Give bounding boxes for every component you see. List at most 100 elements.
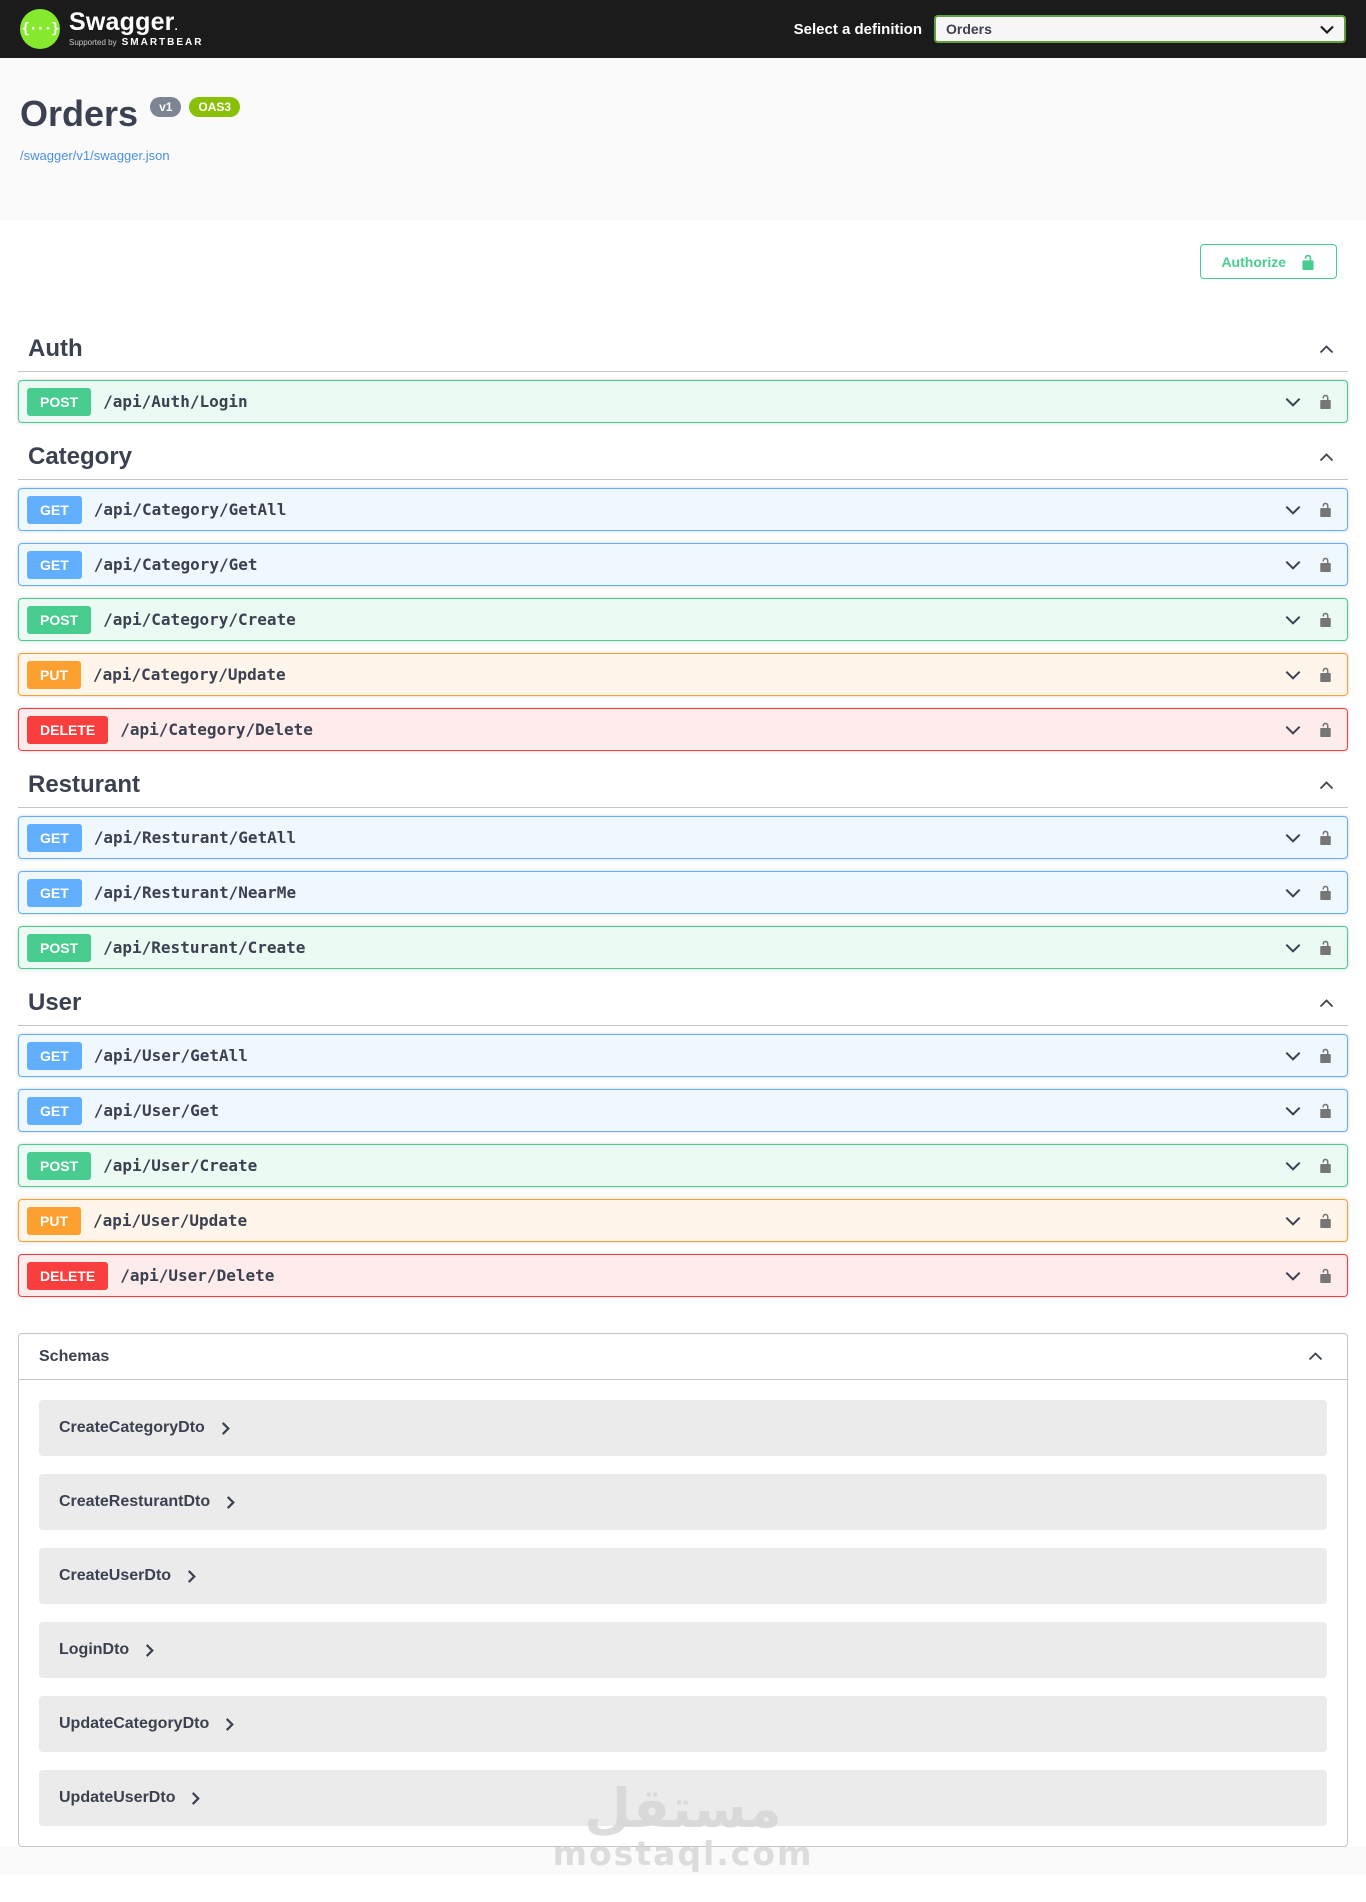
chevron-down-icon[interactable] — [1285, 943, 1301, 953]
unlock-icon[interactable] — [1318, 1048, 1333, 1063]
chevron-down-icon[interactable] — [1285, 615, 1301, 625]
chevron-right-icon[interactable] — [187, 1569, 196, 1583]
unlock-icon[interactable] — [1318, 940, 1333, 955]
chevron-down-icon[interactable] — [1285, 1106, 1301, 1116]
model-title: CreateCategoryDto — [59, 1419, 205, 1436]
operation-path[interactable]: /api/Resturant/GetAll — [93, 828, 297, 847]
chevron-down-icon[interactable] — [1285, 833, 1301, 843]
unlock-icon[interactable] — [1318, 667, 1333, 682]
schemas-header[interactable]: Schemas — [19, 1334, 1347, 1380]
unlock-icon[interactable] — [1318, 1268, 1333, 1283]
operation-row[interactable]: PUT /api/Category/Update — [18, 653, 1348, 696]
chevron-right-icon[interactable] — [191, 1791, 201, 1805]
operation-path[interactable]: /api/User/Create — [103, 1156, 258, 1175]
smartbear-label: SMARTBEAR — [121, 37, 204, 48]
operation-path[interactable]: /api/Category/Update — [93, 665, 286, 684]
operation-path[interactable]: /api/Auth/Login — [103, 392, 248, 411]
method-badge: PUT — [27, 1206, 81, 1235]
scheme-container: Authorize — [0, 220, 1366, 303]
unlock-icon[interactable] — [1318, 1103, 1333, 1118]
operation-path[interactable]: /api/Category/GetAll — [93, 500, 287, 519]
operation-path[interactable]: /api/User/Update — [93, 1211, 248, 1230]
operation-row[interactable]: GET /api/User/GetAll — [18, 1034, 1348, 1077]
oas3-badge: OAS3 — [189, 97, 241, 117]
method-badge: POST — [27, 933, 92, 962]
chevron-right-icon[interactable] — [226, 1495, 236, 1509]
chevron-up-icon[interactable] — [1308, 1352, 1327, 1361]
chevron-down-icon[interactable] — [1285, 725, 1301, 735]
chevron-down-icon[interactable] — [1285, 1161, 1301, 1171]
unlock-icon — [1300, 254, 1316, 270]
model-row[interactable]: CreateCategoryDto — [39, 1400, 1327, 1456]
unlock-icon[interactable] — [1318, 557, 1333, 572]
operation-path[interactable]: /api/User/Get — [93, 1101, 220, 1120]
chevron-down-icon[interactable] — [1285, 888, 1301, 898]
operation-path[interactable]: /api/Resturant/Create — [103, 938, 306, 957]
model-title: UpdateCategoryDto — [59, 1715, 210, 1732]
section-header-auth[interactable]: Auth — [18, 327, 1348, 372]
brand-title: Swagger — [69, 8, 175, 36]
chevron-right-icon[interactable] — [145, 1643, 155, 1657]
operation-row[interactable]: GET /api/User/Get — [18, 1089, 1348, 1132]
operation-row[interactable]: POST /api/User/Create — [18, 1144, 1348, 1187]
operation-row[interactable]: POST /api/Category/Create — [18, 598, 1348, 641]
unlock-icon[interactable] — [1318, 612, 1333, 627]
chevron-right-icon[interactable] — [225, 1717, 235, 1731]
model-row[interactable]: UpdateCategoryDto — [39, 1696, 1327, 1752]
model-title: LoginDto — [59, 1641, 130, 1658]
authorize-button[interactable]: Authorize — [1200, 244, 1337, 279]
section-header-user[interactable]: User — [18, 981, 1348, 1026]
model-row[interactable]: CreateUserDto — [39, 1548, 1327, 1604]
model-row[interactable]: UpdateUserDto — [39, 1770, 1327, 1826]
section-auth: Auth POST /api/Auth/Login — [18, 327, 1348, 423]
chevron-up-icon[interactable] — [1319, 344, 1338, 354]
operation-row[interactable]: GET /api/Category/GetAll — [18, 488, 1348, 531]
chevron-down-icon[interactable] — [1285, 670, 1301, 680]
chevron-up-icon[interactable] — [1319, 998, 1338, 1008]
chevron-down-icon[interactable] — [1285, 1271, 1301, 1281]
operation-row[interactable]: GET /api/Resturant/GetAll — [18, 816, 1348, 859]
operation-path[interactable]: /api/Category/Create — [103, 610, 296, 629]
unlock-icon[interactable] — [1318, 1158, 1333, 1173]
chevron-up-icon[interactable] — [1319, 452, 1338, 462]
unlock-icon[interactable] — [1318, 502, 1333, 517]
unlock-icon[interactable] — [1318, 885, 1333, 900]
section-header-category[interactable]: Category — [18, 435, 1348, 480]
section-resturant: Resturant GET /api/Resturant/GetAll GET … — [18, 763, 1348, 969]
model-row[interactable]: CreateResturantDto — [39, 1474, 1327, 1530]
method-badge: POST — [27, 387, 92, 416]
method-badge: GET — [27, 823, 82, 852]
method-badge: GET — [27, 550, 82, 579]
method-badge: POST — [27, 605, 92, 634]
operation-path[interactable]: /api/Category/Get — [93, 555, 258, 574]
operation-row[interactable]: DELETE /api/Category/Delete — [18, 708, 1348, 751]
operation-row[interactable]: GET /api/Category/Get — [18, 543, 1348, 586]
unlock-icon[interactable] — [1318, 830, 1333, 845]
version-badge: v1 — [150, 97, 182, 117]
chevron-down-icon[interactable] — [1285, 1216, 1301, 1226]
page-title: Orders — [20, 93, 139, 134]
chevron-right-icon[interactable] — [221, 1421, 230, 1435]
operation-path[interactable]: /api/User/Delete — [120, 1266, 275, 1285]
chevron-down-icon[interactable] — [1285, 560, 1301, 570]
operation-row[interactable]: POST /api/Auth/Login — [18, 380, 1348, 423]
operation-row[interactable]: GET /api/Resturant/NearMe — [18, 871, 1348, 914]
model-row[interactable]: LoginDto — [39, 1622, 1327, 1678]
chevron-down-icon[interactable] — [1285, 397, 1301, 407]
spec-url-link[interactable]: /swagger/v1/swagger.json — [20, 147, 170, 163]
section-header-resturant[interactable]: Resturant — [18, 763, 1348, 808]
operation-row[interactable]: POST /api/Resturant/Create — [18, 926, 1348, 969]
operation-path[interactable]: /api/User/GetAll — [93, 1046, 248, 1065]
definition-select[interactable]: Orders — [934, 15, 1346, 43]
unlock-icon[interactable] — [1318, 722, 1333, 737]
operation-row[interactable]: DELETE /api/User/Delete — [18, 1254, 1348, 1297]
chevron-down-icon[interactable] — [1285, 1051, 1301, 1061]
section-title: User — [28, 989, 82, 1016]
chevron-down-icon[interactable] — [1285, 505, 1301, 515]
unlock-icon[interactable] — [1318, 394, 1333, 409]
chevron-up-icon[interactable] — [1319, 780, 1338, 790]
operation-row[interactable]: PUT /api/User/Update — [18, 1199, 1348, 1242]
operation-path[interactable]: /api/Category/Delete — [120, 720, 313, 739]
unlock-icon[interactable] — [1318, 1213, 1333, 1228]
operation-path[interactable]: /api/Resturant/NearMe — [93, 883, 297, 902]
